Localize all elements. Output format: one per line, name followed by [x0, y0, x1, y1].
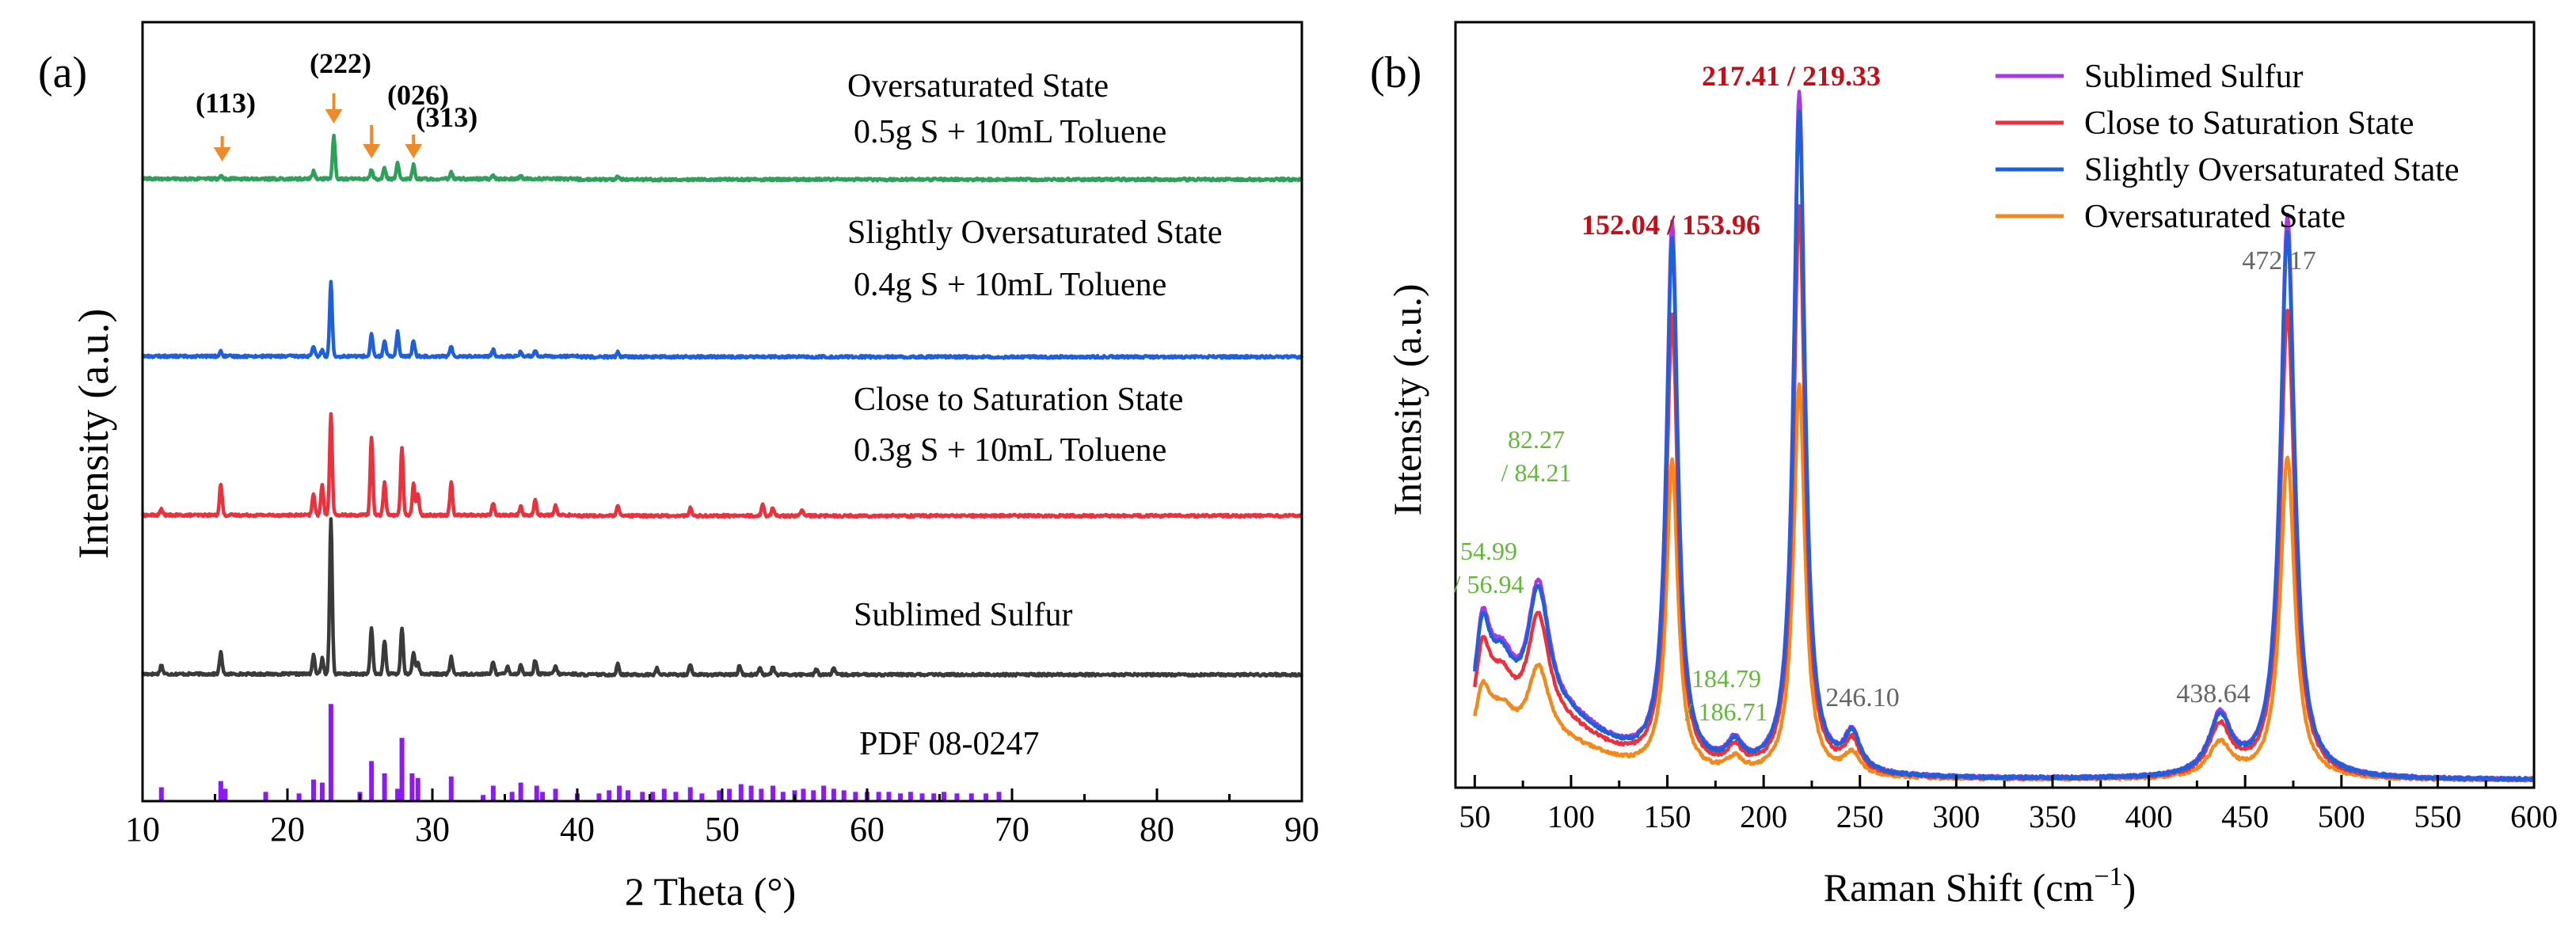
xrd-series-blue: [141, 279, 1304, 360]
panel-a-label: (a): [38, 48, 87, 97]
raman-peak-label: 472.17: [2242, 246, 2316, 275]
arrowhead-icon: [325, 109, 343, 123]
raman-series-red: [1473, 204, 2536, 783]
raman-peak-label: 438.64: [2176, 679, 2251, 709]
raman-x-tick-label: 100: [1547, 799, 1595, 834]
raman-peak-label: / 84.21: [1501, 458, 1572, 487]
raman-peak-label: 184.79: [1691, 664, 1761, 693]
xrd-miller-annotations: (113) (222) (026)(313): [196, 47, 478, 161]
raman-peak-label: 54.99: [1460, 537, 1517, 565]
raman-peak-label: 217.41 / 219.33: [1702, 60, 1881, 92]
raman-peak-label: / 56.94: [1454, 570, 1524, 598]
xrd-x-tick-label: 80: [1140, 810, 1174, 849]
arrowhead-icon: [405, 144, 423, 158]
raman-legend: Sublimed Sulfur Close to Saturation State…: [1996, 59, 2460, 235]
raman-x-tick-label: 50: [1459, 799, 1490, 834]
raman-plot-frame: [1454, 21, 2536, 789]
raman-y-axis-label: Intensity (a.u.): [1385, 284, 1429, 516]
xrd-x-tick-label: 90: [1284, 810, 1319, 849]
xrd-series-green: [141, 133, 1303, 183]
xrd-series-red: [140, 412, 1303, 519]
raman-peak-label: 246.10: [1825, 683, 1900, 712]
legend-entry: Close to Saturation State: [2084, 105, 2414, 142]
raman-peak-label: 152.04 / 153.96: [1581, 209, 1760, 241]
xrd-panel: (a) 10 20 30 40 50 60 70 80 90 Sublimed Sulfur Cl…: [38, 21, 1319, 914]
xrd-x-tick-label: 10: [125, 810, 160, 849]
panel-b-label: (b): [1370, 48, 1421, 97]
legend-entry: Oversaturated State: [2084, 199, 2346, 235]
xrd-series-black: [140, 517, 1303, 678]
xrd-series-label: 0.5g S + 10mL Toluene: [854, 114, 1166, 150]
xrd-axes: 10 20 30 40 50 60 70 80 90: [125, 21, 1319, 849]
raman-peak-labels: 152.04 / 153.96 217.41 / 219.33 82.27 / 84.…: [1454, 60, 2316, 726]
raman-peak-label: 82.27: [1508, 425, 1565, 454]
raman-series-blue: [1473, 109, 2536, 783]
miller-index-label: (222): [310, 47, 371, 79]
xrd-series-label: Sublimed Sulfur: [854, 597, 1073, 633]
raman-x-tick-label: 350: [2029, 799, 2076, 834]
xrd-series-label: Slightly Oversaturated State: [847, 215, 1223, 251]
xrd-series-label: Oversaturated State: [847, 68, 1109, 104]
raman-x-tick-label: 550: [2414, 799, 2461, 834]
raman-x-tick-label: 600: [2510, 799, 2558, 834]
raman-x-tick-label: 300: [1932, 799, 1980, 834]
xrd-x-tick-label: 40: [560, 810, 595, 849]
pdf-reference-label: PDF 08-0247: [859, 726, 1040, 762]
xrd-series-labels: Sublimed Sulfur Close to Saturation State…: [847, 68, 1223, 762]
raman-x-axis-label: Raman Shift (cm−1): [1824, 862, 2136, 910]
raman-x-tick-label: 450: [2221, 799, 2269, 834]
raman-axes: 50 100 150 200 250 300 350 400 450 500 550 600: [1454, 21, 2558, 834]
xrd-x-tick-label: 30: [415, 810, 450, 849]
legend-entry: Sublimed Sulfur: [2084, 59, 2304, 95]
raman-series-group: [1473, 89, 2536, 783]
xrd-x-tick-label: 60: [850, 810, 885, 849]
raman-x-tick-label: 500: [2318, 799, 2365, 834]
xrd-series-label: Close to Saturation State: [854, 382, 1183, 418]
xrd-x-axis-label: 2 Theta (°): [625, 869, 796, 914]
raman-series-magenta: [1473, 89, 2536, 782]
raman-x-tick-label: 400: [2125, 799, 2173, 834]
arrowhead-icon: [363, 144, 381, 158]
raman-x-tick-label: 200: [1740, 799, 1787, 834]
miller-index-label: (026): [387, 79, 449, 111]
legend-entry: Slightly Oversaturated State: [2084, 152, 2460, 188]
xrd-x-tick-label: 20: [270, 810, 305, 849]
raman-series-orange: [1473, 382, 2536, 783]
arrowhead-icon: [213, 147, 231, 161]
xrd-y-axis-label: Intensity (a.u.): [70, 309, 117, 559]
miller-index-label: (313): [416, 101, 478, 133]
xrd-x-tick-label: 70: [995, 810, 1029, 849]
xrd-series-label: 0.3g S + 10mL Toluene: [854, 432, 1166, 469]
miller-index-label: (113): [196, 87, 256, 119]
xrd-series-label: 0.4g S + 10mL Toluene: [854, 267, 1166, 303]
xrd-x-tick-label: 50: [705, 810, 740, 849]
raman-peak-label: / 186.71: [1685, 697, 1768, 726]
raman-panel: (b) 50 100 150 200 250 300 350 400 450 500 550 600 …: [1370, 21, 2558, 910]
raman-x-tick-label: 250: [1836, 799, 1884, 834]
raman-x-tick-label: 150: [1644, 799, 1691, 834]
